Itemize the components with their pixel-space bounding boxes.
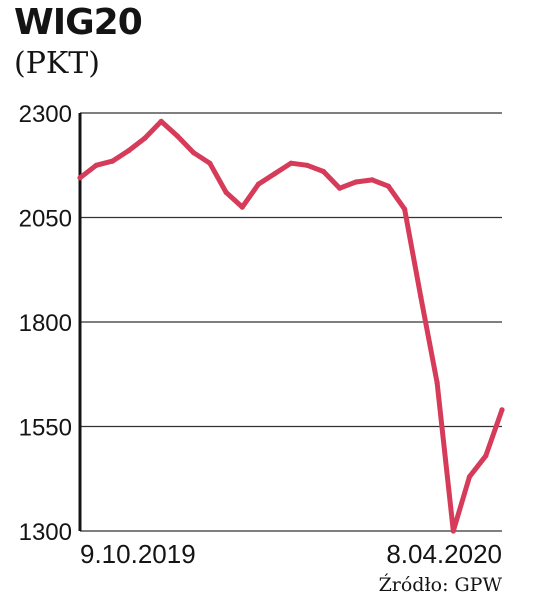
data-point [239, 204, 245, 210]
data-point [288, 160, 294, 166]
source-note: Źródło: GPW [378, 574, 502, 596]
data-point [418, 294, 424, 300]
series-line [77, 118, 505, 534]
data-point [369, 177, 375, 183]
data-point [466, 474, 473, 480]
y-tick-label: 1800 [19, 310, 72, 337]
x-tick-label: 8.04.2020 [386, 539, 502, 569]
data-point [320, 168, 327, 175]
y-tick-label: 2300 [19, 101, 72, 128]
data-point [109, 158, 116, 164]
data-point [174, 133, 180, 139]
data-point [142, 135, 148, 141]
x-tick-label: 9.10.2019 [80, 539, 196, 569]
data-point [207, 160, 213, 166]
data-point [450, 528, 456, 534]
data-point [499, 407, 505, 413]
data-point [483, 453, 489, 459]
y-tick-label: 1300 [19, 519, 72, 546]
data-point [337, 185, 343, 191]
data-point [191, 150, 197, 156]
y-tick-label: 2050 [19, 206, 72, 233]
data-point [385, 183, 391, 189]
data-point [93, 162, 99, 168]
data-point [272, 171, 278, 177]
data-point [223, 189, 229, 195]
data-point [434, 380, 440, 386]
data-point [402, 206, 408, 212]
data-point [255, 181, 262, 187]
chart-title: WIG20 [14, 2, 143, 43]
data-point [77, 175, 83, 181]
data-point [304, 162, 310, 168]
data-point [126, 148, 132, 154]
chart-subtitle: (PKT) [14, 46, 101, 81]
data-point [158, 118, 164, 124]
y-tick-label: 1550 [19, 415, 72, 442]
data-point [353, 179, 359, 185]
